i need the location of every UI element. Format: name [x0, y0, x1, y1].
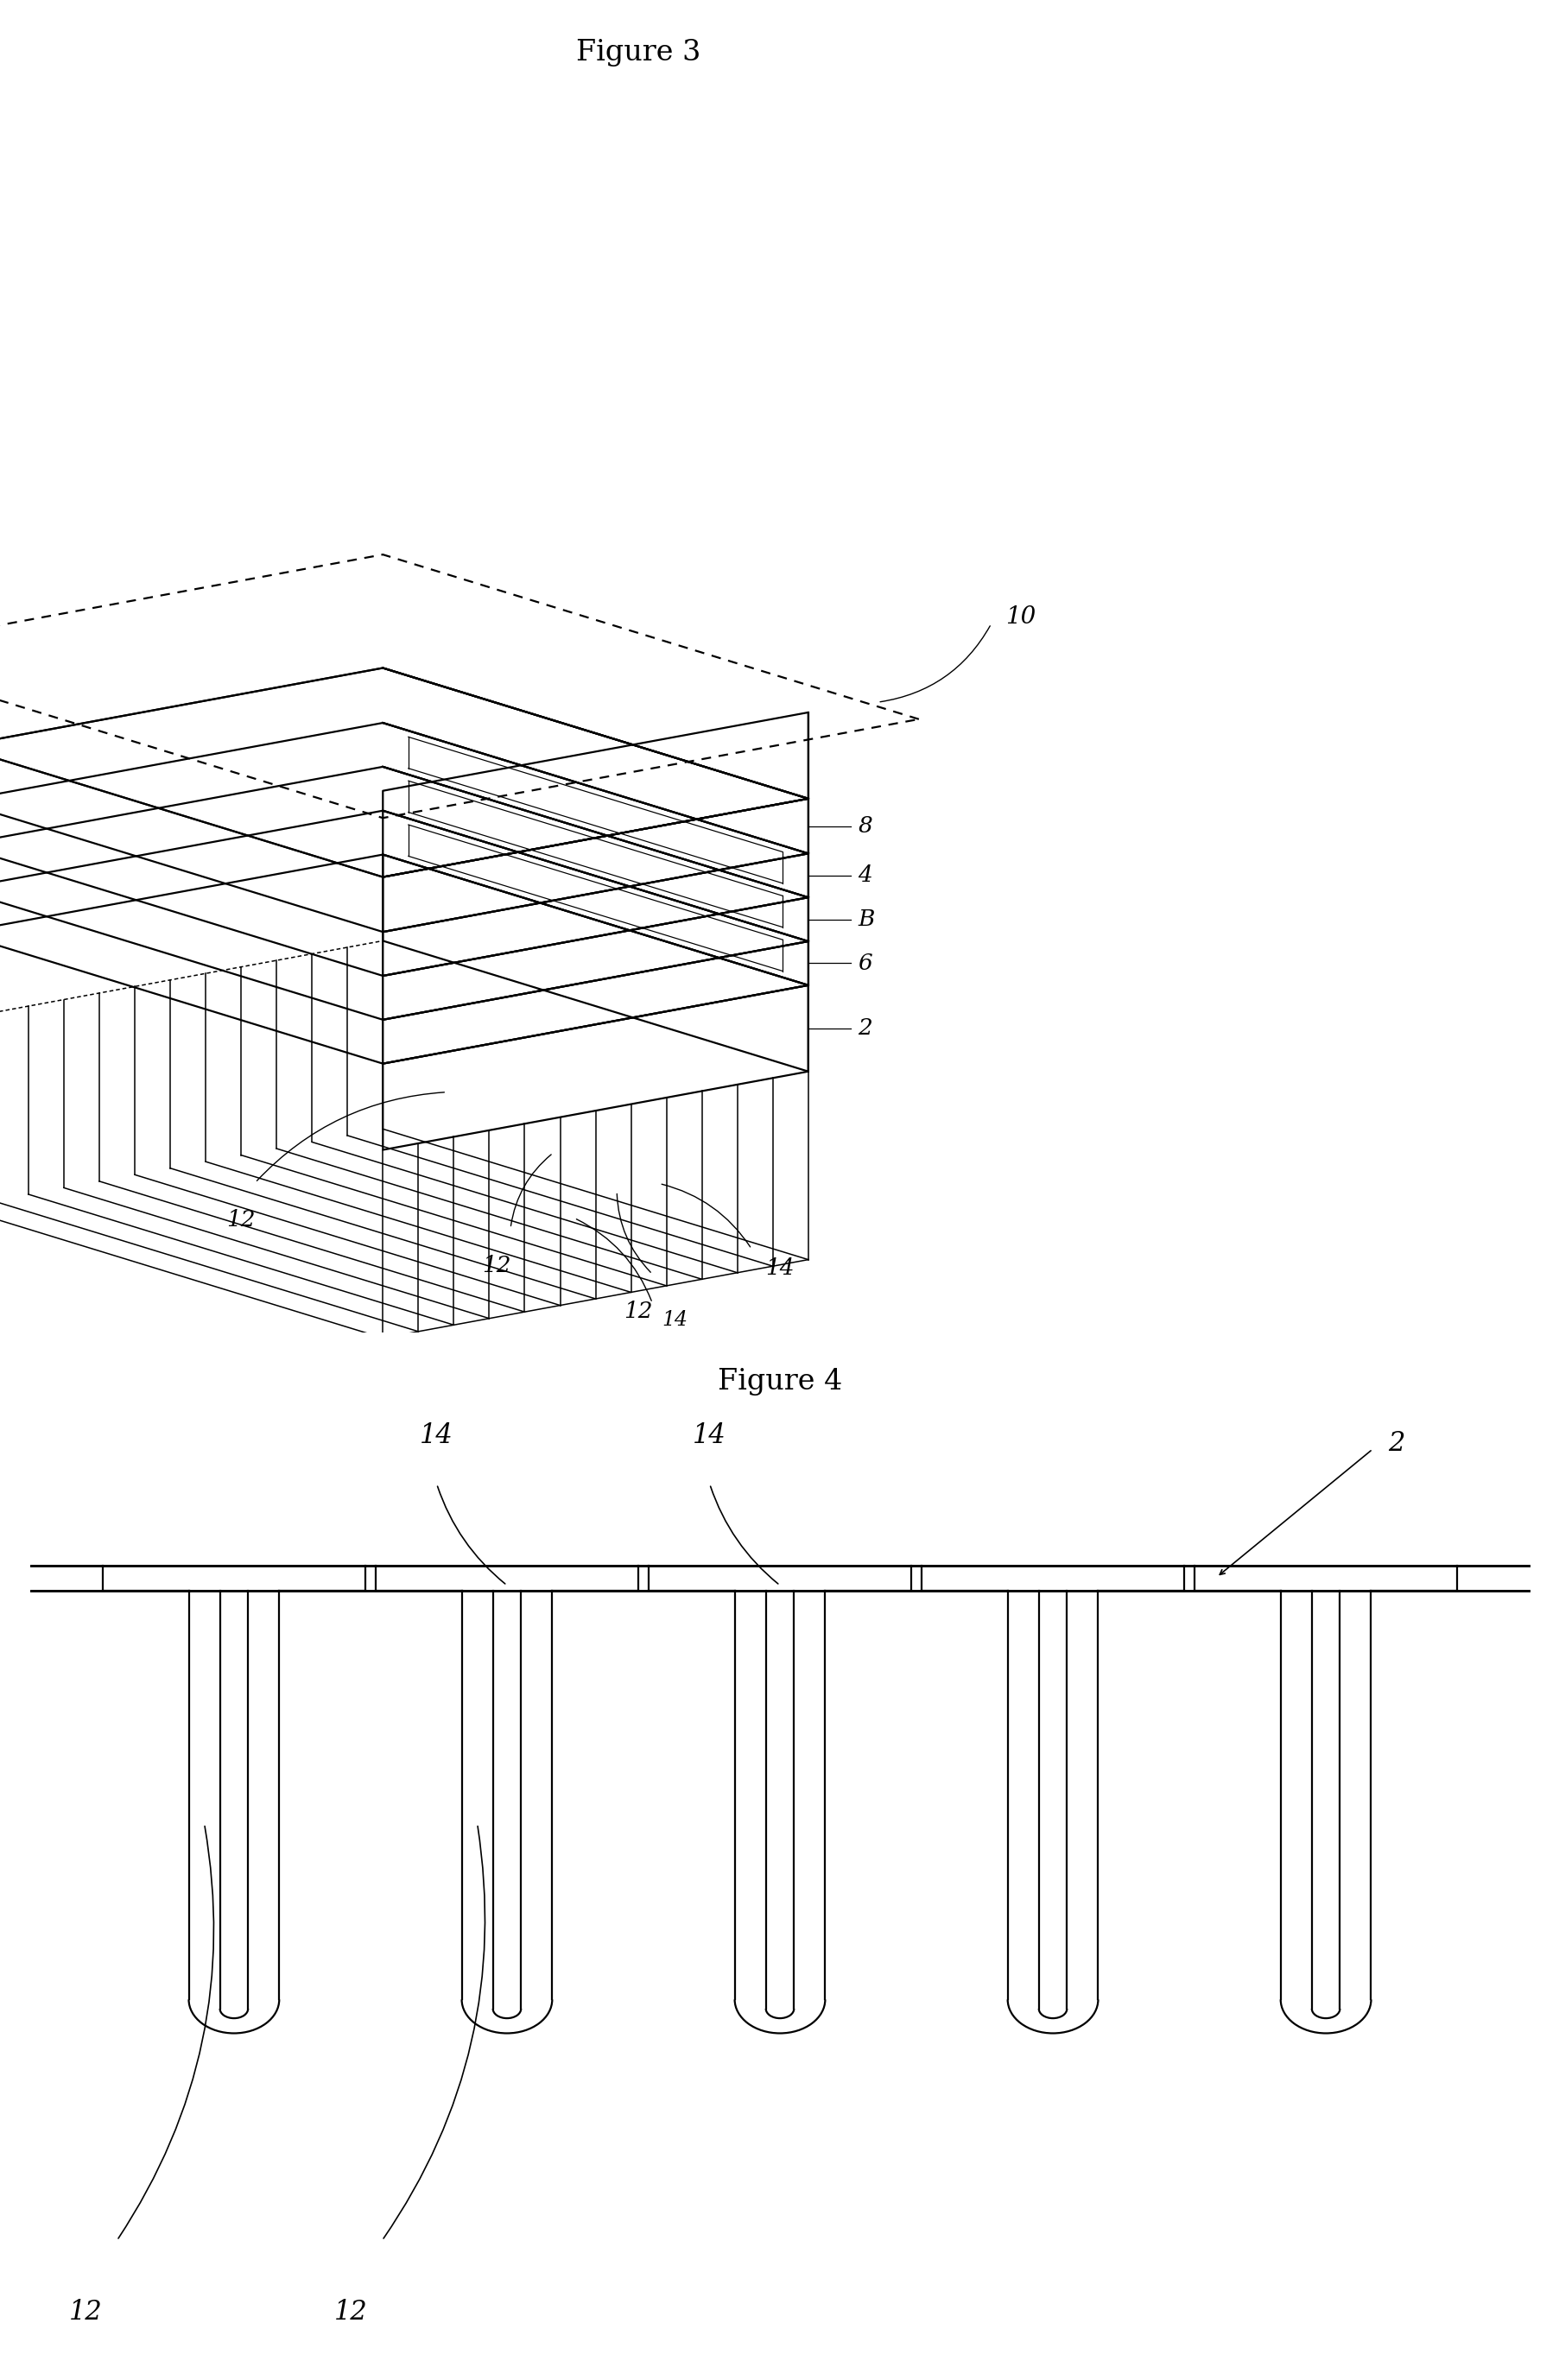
Text: 12: 12: [226, 1209, 256, 1230]
Text: Figure 4: Figure 4: [717, 1368, 842, 1395]
Text: 12: 12: [334, 2299, 368, 2325]
Text: 10: 10: [1006, 605, 1035, 628]
Text: Figure 3: Figure 3: [575, 38, 700, 67]
Text: 14: 14: [419, 1423, 454, 1449]
Text: 12: 12: [69, 2299, 103, 2325]
Text: 2: 2: [1388, 1430, 1405, 1457]
Text: B: B: [857, 909, 875, 931]
Text: 14: 14: [765, 1257, 794, 1280]
Text: 14: 14: [692, 1423, 726, 1449]
Text: 12: 12: [624, 1299, 652, 1321]
Text: 14: 14: [663, 1309, 688, 1330]
Text: 2: 2: [857, 1019, 871, 1040]
Text: 4: 4: [857, 864, 871, 885]
Text: 8: 8: [857, 816, 871, 838]
Text: 12: 12: [482, 1254, 510, 1276]
Text: 6: 6: [857, 952, 871, 973]
